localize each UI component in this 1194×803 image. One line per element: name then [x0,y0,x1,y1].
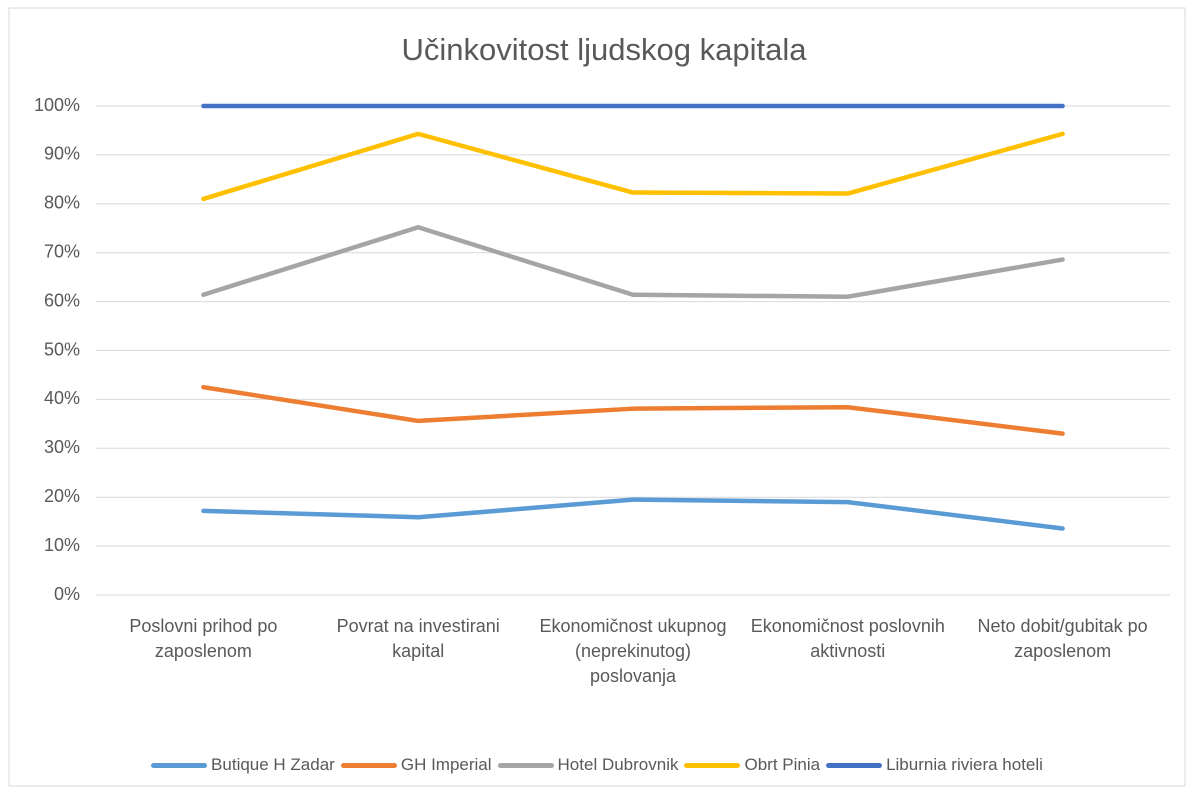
legend-item: Hotel Dubrovnik [497,755,679,775]
series-line [201,497,1065,531]
legend-swatch [684,762,741,768]
y-tick-label: 10% [44,535,80,555]
series-line [201,384,1065,436]
y-tick-label: 40% [44,388,80,408]
legend-swatch [826,762,883,768]
legend-item: GH Imperial [340,755,492,775]
legend-swatch [340,762,397,768]
x-tick-label: Poslovni prihod po zaposlenom [129,616,278,661]
chart-border [8,7,1186,787]
y-tick-label: 0% [54,584,80,604]
legend-label: GH Imperial [400,755,492,774]
legend-label: Butique H Zadar [211,755,335,774]
series-line [201,225,1065,299]
y-tick-label: 70% [44,241,80,261]
y-tick-label: 30% [44,437,80,457]
y-tick-label: 80% [44,193,80,213]
legend-label: Liburnia riviera hoteli [886,755,1043,774]
y-tick-label: 20% [44,486,80,506]
y-tick-label: 50% [44,339,80,359]
legend-item: Butique H Zadar [151,755,335,775]
legend-item: Liburnia riviera hoteli [826,755,1043,775]
legend-label: Obrt Pinia [744,755,821,774]
x-tick-label: Ekonomičnost poslovnih aktivnosti [750,616,945,661]
x-tick-label: Povrat na investirani kapital [336,616,500,661]
chart-title: Učinkovitost ljudskog kapitala [402,32,808,67]
legend-label: Hotel Dubrovnik [557,755,679,774]
legend-swatch [497,762,554,768]
legend: Butique H Zadar GH Imperial Hotel Dubrovni… [0,755,1194,775]
y-tick-label: 90% [44,144,80,164]
legend-item: Obrt Pinia [684,755,820,775]
y-tick-label: 60% [44,290,80,310]
legend-swatch [151,762,208,768]
y-tick-label: 100% [34,95,80,115]
series-line [201,131,1065,202]
x-tick-label: Neto dobit/gubitak po zaposlenom [977,616,1148,661]
x-tick-label: Ekonomičnost ukupnog (neprekinutog) posl… [539,616,727,686]
